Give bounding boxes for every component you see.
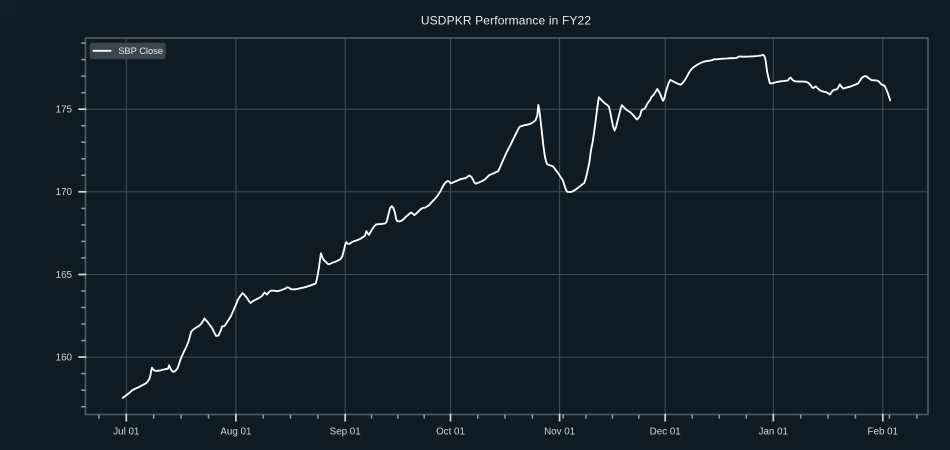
svg-text:Feb 01: Feb 01 — [868, 427, 899, 438]
svg-text:Oct 01: Oct 01 — [436, 427, 465, 438]
svg-text:Jul 01: Jul 01 — [113, 427, 139, 438]
svg-text:165: 165 — [56, 270, 73, 281]
svg-text:Dec 01: Dec 01 — [650, 427, 681, 438]
svg-text:170: 170 — [56, 187, 73, 198]
svg-text:Aug 01: Aug 01 — [220, 427, 251, 438]
svg-text:USDPKR Performance in FY22: USDPKR Performance in FY22 — [421, 14, 592, 28]
svg-text:Jan 01: Jan 01 — [759, 427, 788, 438]
svg-text:160: 160 — [56, 353, 73, 364]
svg-text:Sep 01: Sep 01 — [330, 427, 361, 438]
svg-text:175: 175 — [56, 105, 73, 116]
svg-text:SBP Close: SBP Close — [118, 46, 163, 56]
svg-text:Nov 01: Nov 01 — [544, 427, 575, 438]
